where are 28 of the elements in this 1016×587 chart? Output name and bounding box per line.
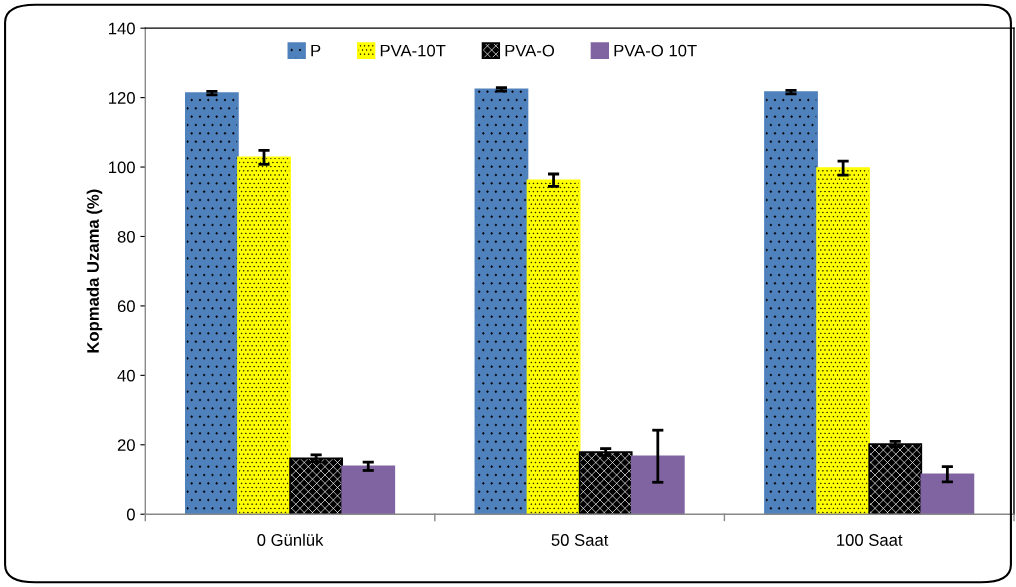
legend-label: PVA-O 10T — [614, 44, 697, 57]
y-tick-label: 40 — [117, 369, 135, 382]
y-tick-label: 0 — [126, 508, 135, 521]
bar — [578, 451, 633, 515]
bar — [868, 443, 923, 515]
legend-label: P — [311, 44, 321, 57]
legend-label: PVA-O — [505, 44, 555, 57]
bar — [764, 91, 818, 515]
y-tick-label: 60 — [117, 300, 135, 313]
bar — [341, 465, 396, 515]
bar — [920, 473, 975, 515]
bar — [237, 156, 291, 515]
y-tick-label: 80 — [117, 230, 135, 243]
bar — [184, 92, 239, 515]
x-tick-label: 0 Günlük — [257, 533, 324, 546]
x-tick-label: 100 Saat — [837, 534, 903, 546]
y-tick-label: 100 — [109, 161, 135, 174]
legend-label: PVA-10T — [380, 44, 446, 57]
bar — [630, 455, 685, 515]
x-tick-label: 50 Saat — [551, 534, 609, 546]
y-tick-label: 140 — [109, 22, 135, 35]
y-tick-label: 20 — [117, 439, 135, 451]
y-tick-label: 120 — [109, 92, 135, 104]
bar — [816, 167, 871, 515]
bar — [526, 179, 581, 515]
bar — [474, 88, 529, 515]
y-axis-title: Kopmada Uzama (%) — [86, 189, 103, 353]
bar — [289, 457, 344, 515]
